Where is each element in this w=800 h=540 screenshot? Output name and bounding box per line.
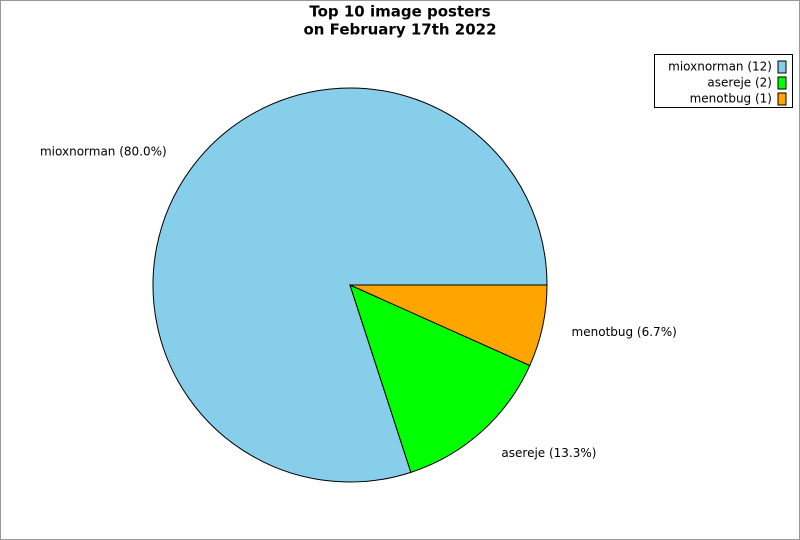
chart-title: on February 17th 2022 [303,21,496,39]
slice-label: asereje (13.3%) [501,446,596,460]
legend-label: asereje (2) [707,76,772,90]
legend-swatch [777,76,787,90]
legend-label: menotbug (1) [690,92,772,106]
pie-slice [349,284,548,367]
pie-slice [349,284,531,473]
slice-label: menotbug (6.7%) [572,325,677,339]
legend-label: mioxnorman (12) [668,60,772,74]
legend-swatch [777,92,787,106]
legend-swatch [777,60,787,74]
slice-label: mioxnorman (80.0%) [40,144,167,158]
chart-title: Top 10 image posters [309,3,490,21]
legend [654,54,793,108]
